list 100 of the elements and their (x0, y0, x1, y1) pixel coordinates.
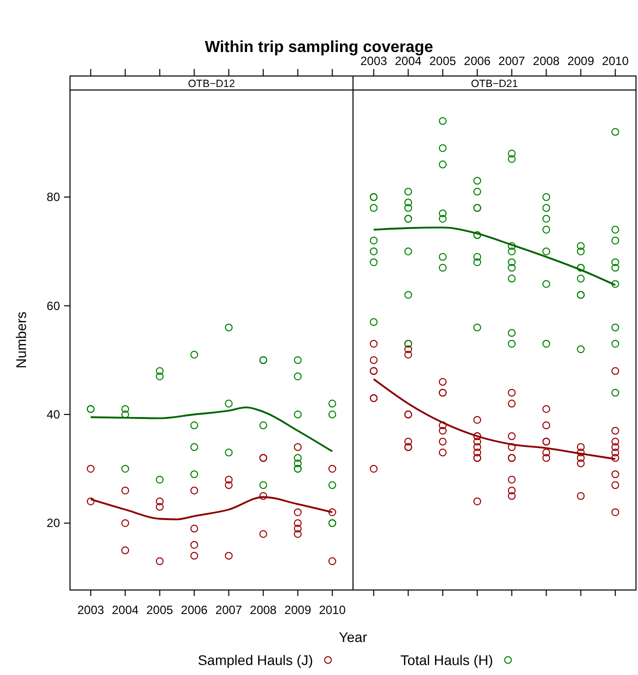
point (508, 492, 516, 500)
point (576, 492, 585, 500)
x-tick-label: 2004 (112, 603, 139, 617)
point (121, 405, 130, 413)
line-series (90, 406, 334, 452)
point (190, 421, 198, 430)
x-tick-label: 2009 (284, 603, 312, 617)
point (156, 498, 164, 506)
chart-subtitle: OTB−D12 (188, 78, 236, 90)
point (294, 508, 302, 516)
point (294, 530, 302, 538)
point (121, 464, 130, 473)
point (611, 470, 620, 478)
x-tick-label: 2007 (498, 54, 526, 68)
point (438, 378, 447, 386)
x-axis-title: Year (338, 629, 368, 645)
point (508, 476, 516, 484)
point (224, 448, 233, 456)
point (328, 400, 336, 408)
x-tick-label: 2006 (464, 54, 491, 68)
point (370, 340, 378, 348)
point (611, 426, 620, 435)
point (190, 552, 198, 560)
point (611, 448, 620, 456)
x-tick-label: 2008 (532, 54, 560, 68)
point (156, 372, 164, 380)
x-tick-label: 2003 (77, 603, 104, 617)
y-tick-label: 20 (46, 516, 60, 530)
point (190, 350, 198, 359)
point (328, 410, 336, 418)
x-tick-label: 2005 (146, 603, 174, 617)
point (224, 481, 233, 490)
point (611, 508, 620, 516)
y-axis-title: Numbers (13, 312, 29, 368)
point (156, 476, 164, 484)
point (576, 459, 585, 468)
point (438, 448, 447, 456)
point (121, 486, 130, 494)
point (404, 345, 412, 354)
point (190, 470, 198, 478)
y-tick-label: 80 (46, 190, 60, 204)
x-tick-label: 2008 (250, 603, 277, 617)
legend-label: Sampled Hauls (J) (198, 652, 313, 668)
chart-title: Within trip sampling coverage (204, 39, 434, 56)
chart-subtitle: OTB−D21 (471, 78, 518, 90)
y-tick-label: 40 (46, 407, 60, 422)
point (473, 448, 482, 456)
x-tick-label: 2009 (567, 54, 594, 68)
point (190, 443, 198, 451)
point (576, 448, 585, 456)
point (224, 400, 233, 408)
point (86, 498, 95, 506)
point (294, 524, 302, 532)
x-tick-label: 2010 (318, 603, 346, 617)
point (294, 454, 302, 462)
point (294, 356, 302, 364)
point (121, 519, 130, 528)
point (156, 557, 164, 566)
point (542, 405, 550, 413)
point (611, 481, 620, 490)
point (576, 443, 585, 451)
point (294, 443, 302, 451)
point (473, 416, 482, 424)
point (121, 546, 130, 554)
point (542, 454, 550, 462)
legend-label: Total Hauls (H) (400, 652, 493, 668)
point (224, 324, 233, 332)
point (542, 421, 550, 430)
x-tick-label: 2007 (215, 603, 242, 617)
point (259, 481, 268, 490)
point (508, 400, 516, 408)
point (224, 476, 233, 484)
point (508, 486, 516, 494)
point (473, 498, 482, 506)
y-tick-label: 60 (46, 298, 60, 313)
point (611, 454, 620, 462)
point (294, 372, 302, 380)
point (542, 448, 550, 456)
point (190, 524, 198, 532)
point (156, 367, 164, 375)
point (86, 464, 95, 473)
point (294, 410, 302, 418)
point (294, 459, 302, 468)
point (576, 454, 585, 462)
point (508, 388, 516, 397)
x-tick-label: 2003 (360, 54, 388, 68)
point (611, 443, 620, 451)
point (259, 530, 268, 538)
point (294, 519, 302, 528)
point (224, 552, 233, 560)
point (156, 502, 164, 511)
point (190, 486, 198, 494)
point (328, 481, 336, 490)
point (370, 464, 378, 473)
x-tick-label: 2010 (602, 54, 629, 68)
x-tick-label: 2006 (180, 603, 208, 617)
point (328, 508, 336, 516)
point (438, 421, 447, 430)
point (438, 438, 447, 446)
point (259, 492, 268, 500)
